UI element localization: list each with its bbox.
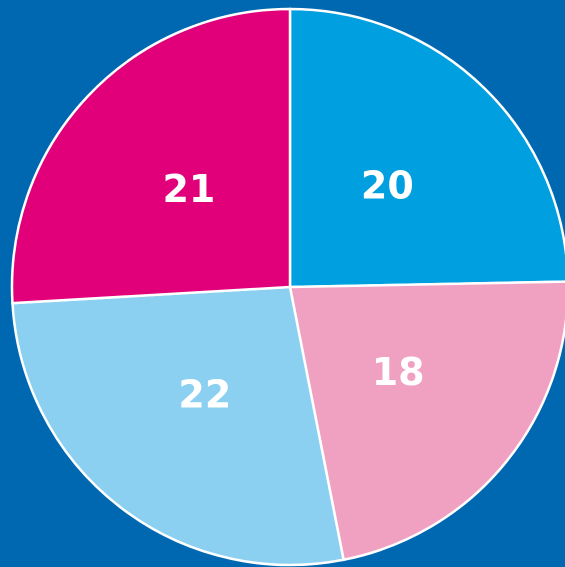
data-label: 21 — [162, 167, 215, 211]
pie-slice — [10, 7, 292, 305]
pie-slice — [288, 7, 565, 289]
pie-slice — [11, 285, 346, 567]
data-label: 18 — [372, 350, 425, 394]
data-label: 22 — [178, 372, 231, 416]
data-label: 20 — [361, 163, 414, 207]
